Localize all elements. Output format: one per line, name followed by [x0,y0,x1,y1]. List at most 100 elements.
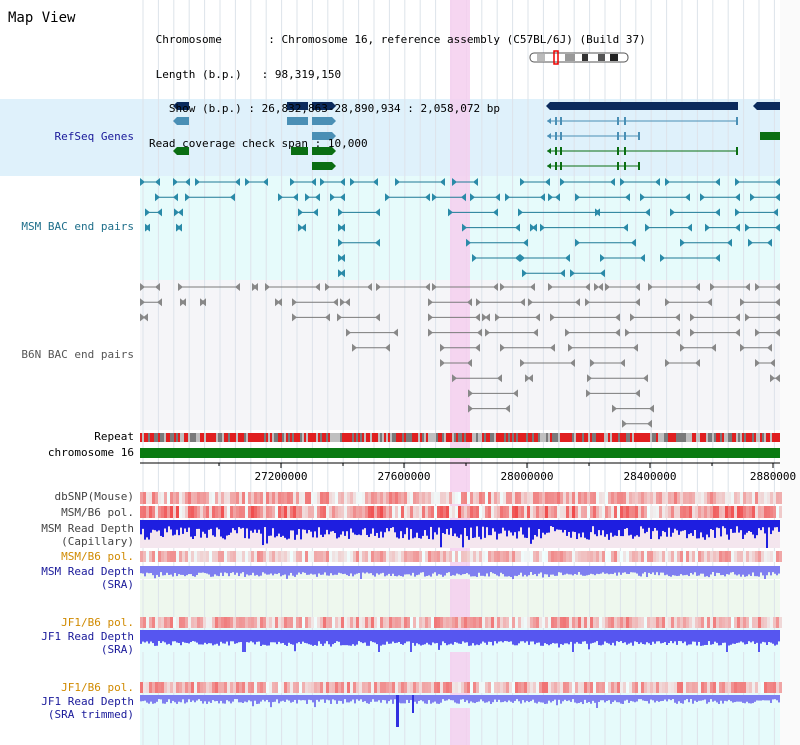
jf1-b6-pol-heat [389,617,392,628]
repeat-segment [376,433,378,442]
msm-depth-capillary-bar [262,520,264,546]
msm-depth-sra-bar [166,566,168,573]
msm-depth-capillary-bar [724,520,726,529]
jf1-b6-pol-2-heat [305,682,308,693]
jf1-depth-sra-bar [616,630,618,642]
jf1-b6-pol-2-heat [266,682,269,693]
msm-depth-capillary-bar [390,520,392,529]
msm-b6-pol-heat [680,506,683,518]
jf1-b6-pol-2-heat [248,682,251,693]
refseq-transcript-exon [560,162,562,170]
jf1-depth-sra-bar [310,630,312,645]
jf1-depth-sra-bar [334,630,336,644]
dbsnp-heat [380,492,383,504]
dbsnp-heat [773,492,776,504]
msm-depth-capillary-bar [512,520,514,536]
jf1-depth-trimmed-bar [630,695,632,701]
msm-b6-pol-heat [167,506,170,518]
jf1-depth-sra-bar [260,630,262,646]
show-key: Show (b.p.) [168,102,242,115]
msm-depth-capillary-bar [334,520,336,534]
b6n-bac-pair-end [452,374,457,383]
b6n-bac-pair-end [143,313,148,322]
jf1-depth-sra-bar [160,630,162,643]
jf1-depth-trimmed-bar [272,695,274,703]
msm-bac-pair-end [140,178,145,186]
jf1-b6-pol-2-heat [428,682,431,693]
refseq-transcript-exon [617,147,619,155]
msm-depth-capillary-bar [350,520,352,529]
msm-depth-capillary-bar [218,520,220,530]
msm-bac-pair-end [195,178,200,186]
track-label-refseq-genes[interactable]: RefSeq Genes [54,130,134,143]
msm-depth-sra-bar [544,566,546,575]
msm-depth-capillary-bar [710,520,712,530]
dbsnp-heat [365,492,368,504]
msm-b6-pol-heat [491,506,494,518]
jf1-depth-sra-bar [188,630,190,644]
msm-depth-capillary-bar [458,520,460,538]
msm-b6-pol-heat [503,506,506,518]
jf1-depth-sra-bar [142,630,144,642]
msm-depth-capillary-bar [220,520,222,537]
msm-b6-pol-heat [590,506,593,518]
jf1-b6-pol-heat [641,617,644,628]
jf1-b6-pol-heat [176,617,179,628]
msm-bac-pair-end [245,178,250,186]
jf1-depth-trimmed-bar [162,695,164,704]
dbsnp-heat [329,492,332,504]
repeat-segment [642,433,644,442]
jf1-depth-sra-bar [582,630,584,642]
repeat-segment [750,433,752,442]
jf1-depth-sra-bar [416,630,418,644]
jf1-b6-pol-heat [290,617,293,628]
msm-b6-pol-2-heat [386,551,389,562]
jf1-depth-trimmed-bar [726,695,728,702]
msm-b6-pol-heat [602,506,605,518]
repeat-segment [428,433,430,442]
track-label-msm-b6-pol[interactable]: MSM/B6 pol. [61,506,134,519]
dbsnp-heat [644,492,647,504]
track-label-msm-b6-pol-2[interactable]: MSM/B6 pol. [61,550,134,563]
jf1-b6-pol-2-heat [164,682,167,693]
msm-depth-sra-bar [542,566,544,578]
track-label-jf1-b6-pol[interactable]: JF1/B6 pol. [61,616,134,629]
track-label-dbsnp[interactable]: dbSNP(Mouse) [54,490,134,503]
repeat-segment [766,433,768,442]
track-label-chromosome[interactable]: chromosome 16 [47,446,134,459]
msm-b6-pol-2-heat [347,551,350,562]
repeat-segment [270,433,272,442]
jf1-b6-pol-heat [674,617,677,628]
track-label-jf1-depth-sra[interactable]: JF1 Read Depth (SRA) [41,630,134,656]
msm-b6-pol-2-heat [257,551,260,562]
msm-b6-pol-heat [236,506,239,518]
msm-depth-capillary-bar [430,520,432,527]
track-label-jf1-depth-trimmed[interactable]: JF1 Read Depth (SRA trimmed) [41,695,134,721]
track-label-msm-depth-sra[interactable]: MSM Read Depth (SRA) [41,565,134,591]
track-label-msm-depth-capillary[interactable]: MSM Read Depth (Capillary) [41,522,134,548]
msm-depth-capillary-bar [148,520,150,540]
track-label-repeat[interactable]: Repeat [94,430,134,443]
repeat-segment [564,433,566,442]
jf1-depth-trimmed-bar [686,695,688,700]
msm-b6-pol-2-heat [272,551,275,562]
jf1-depth-sra-bar [268,630,270,646]
msm-depth-capillary-bar [676,520,678,531]
b6n-bac-pair-end [485,313,490,322]
msm-depth-sra-bar [700,566,702,574]
msm-depth-capillary-bar [164,520,166,529]
jf1-b6-pol-2-heat [365,682,368,693]
jf1-b6-pol-heat [374,617,377,628]
jf1-depth-sra-bar [522,630,524,642]
jf1-depth-trimmed-bar [152,695,154,704]
track-label-msm-bac[interactable]: MSM BAC end pairs [21,220,134,233]
msm-depth-sra-bar [470,566,472,577]
track-label-jf1-b6-pol-2[interactable]: JF1/B6 pol. [61,681,134,694]
refseq-gene [760,132,780,140]
msm-b6-pol-2-heat [233,551,236,562]
track-label-b6n-bac[interactable]: B6N BAC end pairs [21,348,134,361]
repeat-segment [394,433,396,442]
jf1-depth-sra-bar [724,630,726,643]
refseq-transcript-exon [617,117,619,125]
